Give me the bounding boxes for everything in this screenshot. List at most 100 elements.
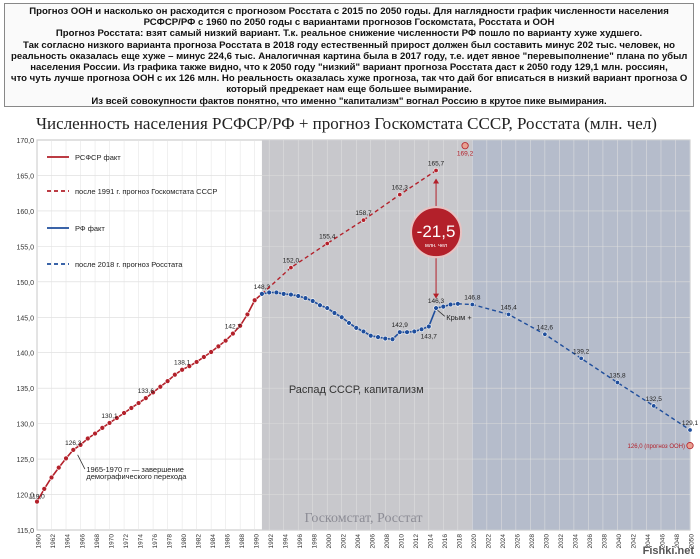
y-tick-label: 135,0	[16, 386, 34, 393]
highlight-point-label: 169,2	[457, 151, 474, 158]
x-tick-label: 2022	[486, 534, 493, 549]
data-point	[92, 430, 98, 437]
description-line: Так согласно низкого варианта прогноза Р…	[22, 39, 676, 51]
data-point	[244, 311, 251, 318]
x-tick-label: 2034	[573, 534, 580, 549]
data-label: 145,4	[500, 304, 517, 311]
data-label: 146,8	[464, 295, 481, 302]
data-label: 119,0	[29, 494, 45, 501]
data-label: 155,4	[319, 234, 336, 241]
data-point	[259, 291, 265, 297]
x-tick-label: 2030	[544, 534, 551, 549]
description-line: реальность оказалась еще хуже – минус 22…	[11, 50, 687, 62]
data-point	[346, 320, 352, 326]
series-line	[261, 291, 458, 341]
description-line: населения России. Из графика также видно…	[30, 62, 668, 74]
region-footer-label: Госкомстат, Росстат	[304, 511, 422, 526]
data-point	[34, 498, 40, 505]
data-point	[447, 301, 454, 308]
y-tick-label: 160,0	[16, 209, 34, 216]
data-point	[41, 486, 47, 492]
y-tick-label: 150,0	[16, 280, 34, 287]
y-tick-label: 170,0	[16, 138, 34, 145]
transition-annotation-line1: 1965-1970 гг — завершение	[86, 465, 184, 474]
x-tick-label: 1990	[253, 534, 260, 549]
x-tick-label: 1996	[297, 534, 304, 549]
data-point	[237, 323, 243, 329]
y-tick-label: 145,0	[16, 315, 34, 322]
description-line: Из всей совокупности фактов понятно, что…	[91, 95, 607, 107]
x-tick-label: 2040	[616, 534, 623, 549]
highlight-point	[461, 142, 469, 150]
data-point	[687, 427, 693, 433]
x-tick-label: 2038	[602, 534, 609, 549]
x-tick-label: 2048	[674, 534, 681, 549]
data-point	[222, 337, 229, 344]
difference-unit: млн. чел	[425, 243, 447, 249]
description-line: что чуть лучше прогноза ООН с их 126 млн…	[11, 73, 687, 85]
data-point	[317, 302, 323, 308]
arrow-up-head	[433, 178, 440, 184]
x-tick-label: 2016	[442, 534, 449, 549]
data-point	[288, 265, 294, 271]
data-point	[193, 359, 200, 365]
data-label: 129,1	[682, 420, 699, 427]
y-tick-label: 115,0	[17, 528, 34, 535]
data-point	[614, 380, 620, 386]
difference-value: -21,5	[417, 222, 456, 241]
data-point	[360, 217, 366, 223]
x-tick-label: 2042	[631, 534, 638, 549]
x-tick-label: 2014	[428, 534, 435, 549]
data-point	[433, 305, 439, 311]
data-point	[77, 442, 84, 448]
x-tick-label: 2032	[558, 534, 565, 549]
x-tick-label: 1960	[36, 534, 43, 549]
data-point	[411, 328, 417, 335]
data-point	[150, 389, 156, 396]
data-point	[63, 455, 69, 462]
data-label: 146,3	[428, 298, 445, 305]
data-point	[397, 192, 403, 198]
legend-label: РСФСР факт	[75, 153, 121, 162]
y-tick-label: 140,0	[16, 351, 34, 358]
x-tick-label: 1970	[108, 534, 115, 549]
x-tick-label: 1978	[166, 534, 173, 549]
data-point	[208, 349, 214, 355]
data-label: 139,2	[573, 348, 590, 355]
x-tick-label: 1986	[224, 534, 231, 549]
x-tick-label: 1984	[210, 534, 217, 549]
data-point	[179, 367, 185, 373]
y-tick-label: 155,0	[16, 244, 34, 251]
description-line: Прогноз Росстата: взят самый низкий вари…	[55, 28, 643, 40]
x-tick-label: 2026	[515, 534, 522, 549]
data-point	[157, 384, 164, 390]
x-tick-label: 1968	[94, 534, 101, 549]
watermark: Fishki.net	[642, 545, 694, 557]
x-tick-label: 1974	[137, 534, 144, 549]
data-point	[578, 355, 584, 361]
data-point	[360, 328, 367, 335]
data-point	[375, 334, 381, 340]
description-line: Прогноз ООН и насколько он расходится с …	[29, 6, 669, 17]
data-point	[70, 447, 76, 453]
data-label: 165,7	[428, 160, 445, 167]
data-point	[215, 343, 222, 350]
x-tick-label: 1972	[123, 534, 130, 549]
data-point	[353, 325, 359, 331]
data-point	[201, 354, 207, 360]
data-label: 142,7	[225, 324, 242, 331]
data-point	[324, 241, 330, 247]
data-point	[135, 400, 142, 406]
series-line	[261, 169, 437, 295]
data-point	[368, 333, 374, 339]
x-tick-label: 2036	[587, 534, 594, 549]
region-band	[261, 140, 473, 530]
data-point	[288, 291, 294, 298]
highlight-point	[686, 442, 694, 450]
data-label: 162,3	[392, 185, 409, 192]
data-label: 152,0	[283, 258, 300, 265]
data-point	[324, 305, 330, 311]
x-tick-label: 1998	[311, 534, 318, 549]
